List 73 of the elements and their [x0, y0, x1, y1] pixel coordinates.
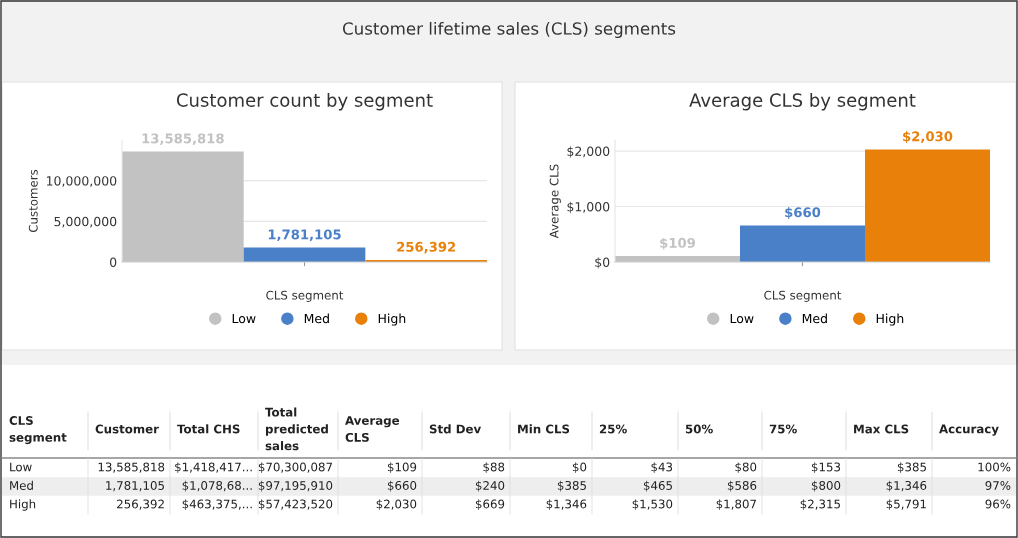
- y-axis-title: Customers: [28, 169, 38, 233]
- text: 100%: [978, 462, 1011, 472]
- text: $57,423,520: [258, 499, 333, 510]
- y-tick-label: 5,000,000: [54, 216, 117, 228]
- text: $88: [483, 462, 505, 473]
- y-axis-title: Average CLS: [549, 164, 561, 239]
- category-label: Average CLS: [345, 416, 400, 442]
- text: High: [10, 499, 36, 511]
- text: $1,807: [716, 499, 756, 510]
- text: $385: [897, 462, 926, 473]
- text: $465: [643, 480, 672, 492]
- x-axis-title: CLS segment: [764, 290, 842, 302]
- category-label: Max CLS: [854, 424, 909, 434]
- text: 97%: [985, 481, 1011, 490]
- category-label: 25%: [599, 424, 627, 434]
- text: $800: [811, 480, 841, 492]
- text: $97,195,910: [258, 480, 333, 492]
- y-tick-label: $1,000: [567, 201, 610, 214]
- bar: [740, 225, 865, 262]
- text: $385: [557, 480, 586, 492]
- y-tick-label: 10,000,000: [46, 176, 117, 187]
- text: 256,392: [117, 499, 164, 510]
- text: $660: [387, 480, 417, 492]
- text: 13,585,818: [98, 462, 165, 473]
- data-label: 256,392: [397, 241, 456, 254]
- text: $109: [387, 462, 417, 473]
- category-label: Total CHS: [177, 424, 240, 434]
- category-label: 75%: [769, 424, 797, 434]
- data-label: $109: [660, 237, 696, 250]
- text: $463,375,...: [182, 499, 252, 510]
- text: 96%: [985, 499, 1011, 509]
- text: $1,530: [632, 499, 673, 510]
- data-label: $660: [785, 207, 821, 220]
- category-label: 50%: [685, 424, 713, 434]
- y-tick-label: $0: [595, 257, 610, 269]
- legend-label: Med: [304, 313, 329, 324]
- category-label: Std Dev: [429, 424, 482, 434]
- text: $153: [811, 462, 841, 473]
- y-tick-label: $2,000: [567, 146, 610, 158]
- text: $1,078,68...: [182, 480, 252, 492]
- category-label: Min CLS: [518, 424, 570, 434]
- text: Customer lifetime sales (CLS) segments: [342, 21, 676, 39]
- text: Med: [10, 480, 33, 490]
- text: $5,791: [886, 499, 926, 510]
- x-axis-title: CLS segment: [266, 290, 344, 302]
- text: 1,781,105: [106, 481, 164, 492]
- text: $80: [735, 462, 757, 473]
- data-label: 1,781,105: [268, 229, 341, 242]
- legend-label: Low: [232, 313, 256, 324]
- text: $2,315: [800, 499, 840, 510]
- text: $586: [727, 480, 757, 492]
- category-label: Total predicted sales: [265, 407, 328, 451]
- legend-label: Low: [730, 313, 754, 324]
- text: $1,346: [886, 480, 927, 492]
- data-label: $2,030: [903, 131, 953, 144]
- text: Low: [10, 462, 32, 472]
- text: $240: [475, 480, 505, 492]
- chart-title: Customer count by segment: [176, 92, 433, 111]
- y-tick-label: 0: [110, 257, 117, 267]
- text: $43: [651, 462, 673, 473]
- category-label: Accuracy: [939, 424, 999, 436]
- text: $2,030: [376, 499, 417, 510]
- category-label: Customer: [95, 424, 159, 434]
- text: $669: [475, 499, 505, 510]
- legend-label: Med: [802, 313, 827, 324]
- text: $70,300,087: [258, 462, 332, 473]
- data-label: 13,585,818: [142, 133, 224, 146]
- category-label: CLS segment: [9, 416, 67, 445]
- legend-label: High: [876, 313, 904, 326]
- text: $1,346: [546, 499, 587, 510]
- text: $1,418,417...: [175, 462, 252, 473]
- legend-label: High: [378, 313, 406, 326]
- chart-title: Average CLS by segment: [689, 92, 916, 111]
